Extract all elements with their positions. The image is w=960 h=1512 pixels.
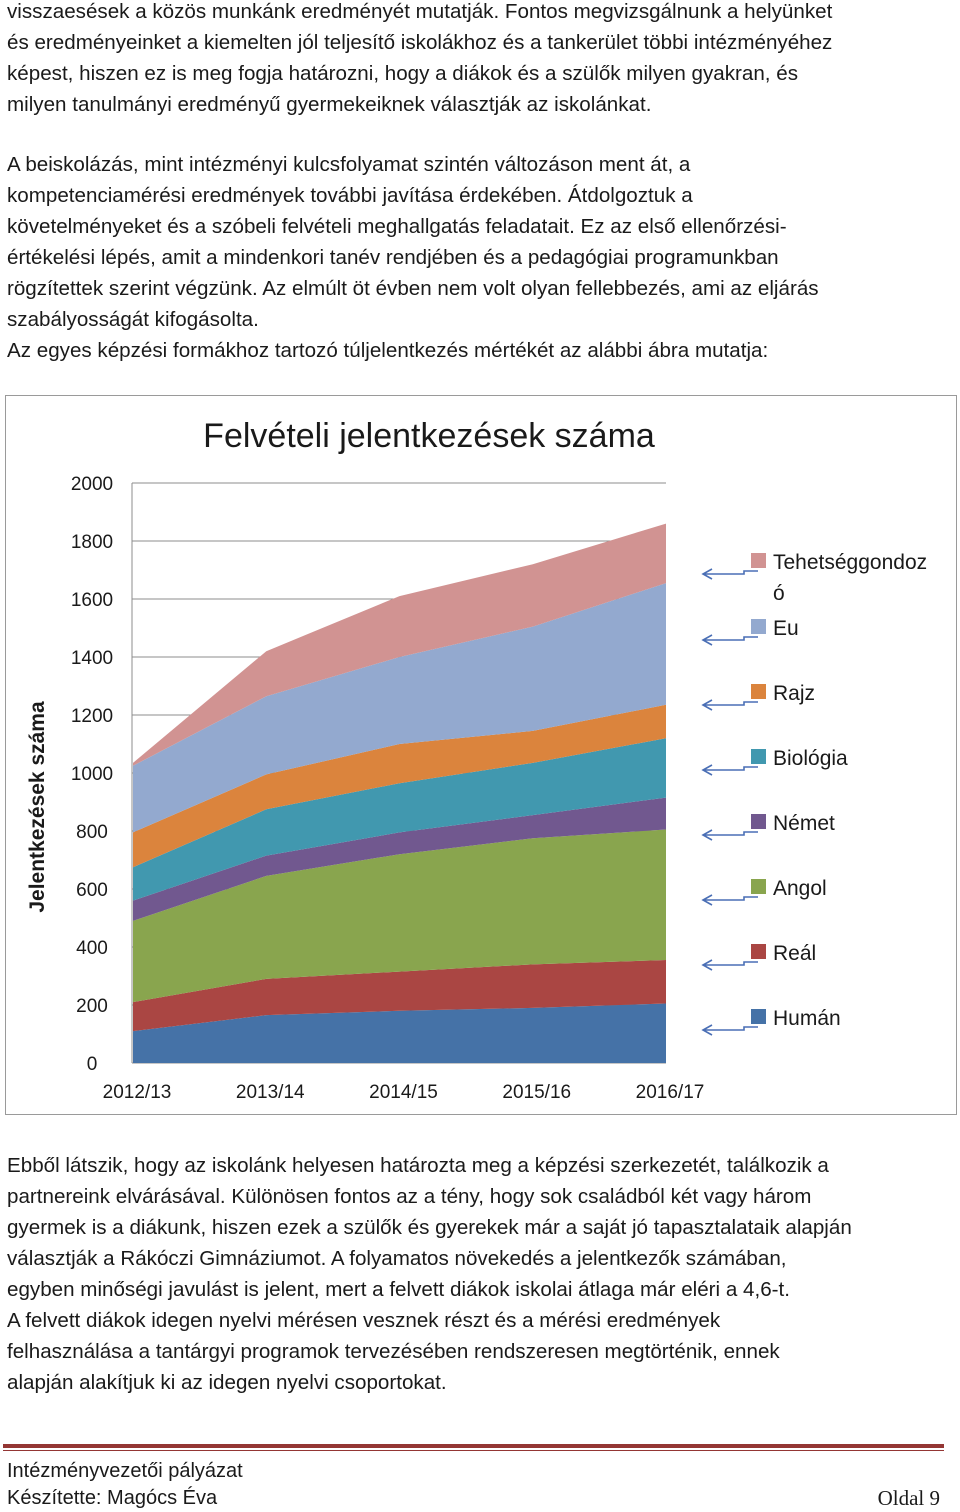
text-line: követelményeket és a szóbeli felvételi m… xyxy=(7,215,787,238)
legend-swatch-reál xyxy=(751,944,766,959)
chart-title: Felvételi jelentkezések száma xyxy=(203,417,655,455)
area-német xyxy=(133,797,666,921)
text-line: milyen tanulmányi eredményű gyermekeikne… xyxy=(7,93,652,116)
text-line: rögzítettek szerint végzünk. Az elmúlt ö… xyxy=(7,277,819,300)
legend-swatch-biológia xyxy=(751,749,766,764)
legend-label: ó xyxy=(773,582,785,605)
footer-page-number: Oldal 9 xyxy=(877,1486,940,1510)
area-tehetséggondozó xyxy=(133,523,666,766)
text-line: értékelési lépés, amit a mindenkori tané… xyxy=(7,246,779,269)
text-line: A beiskolázás, mint intézményi kulcsfoly… xyxy=(7,153,691,176)
y-tick-label: 1600 xyxy=(71,590,113,611)
text-line: és eredményeinket a kiemelten jól teljes… xyxy=(7,31,833,54)
text-line: alapján alakítjuk ki az idegen nyelvi cs… xyxy=(7,1371,447,1394)
text-line: partnereink elvárásával. Különösen fonto… xyxy=(7,1185,812,1208)
text-line: képest, hiszen ez is meg fogja határozni… xyxy=(7,62,798,85)
legend-label: Reál xyxy=(773,942,816,965)
legend-swatch-humán xyxy=(751,1009,766,1024)
footer-title: Intézményvezetői pályázat xyxy=(7,1460,243,1482)
x-tick-label: 2015/16 xyxy=(502,1082,571,1103)
text-line: választják a Rákóczi Gimnáziumot. A foly… xyxy=(7,1247,787,1270)
chart-frame: 0 200 400 600 800 1000 1200 1400 1600 1800 2000 201… xyxy=(5,395,957,1115)
legend-arrow-icon xyxy=(701,699,758,711)
area-humán xyxy=(133,1003,666,1063)
text-line: gyermek is a diákunk, hiszen ezek a szül… xyxy=(7,1216,852,1239)
footer-rule-thin xyxy=(3,1450,944,1451)
legend-arrow-icon xyxy=(701,959,758,971)
legend-arrow-icon xyxy=(701,764,758,776)
text-line: visszaesések a közös munkánk eredményét … xyxy=(7,0,833,23)
legend-arrow-icon xyxy=(701,829,758,841)
legend-label: Angol xyxy=(773,877,827,900)
legend-label: Biológia xyxy=(773,747,848,770)
text-line: felhasználása a tantárgyi programok terv… xyxy=(7,1340,780,1363)
conclusion-paragraph: Ebből látszik, hogy az iskolánk helyesen… xyxy=(7,1150,955,1398)
y-tick-label: 0 xyxy=(87,1054,98,1075)
footer-rule xyxy=(3,1444,944,1448)
x-tick-label: 2013/14 xyxy=(236,1082,305,1103)
text-line: Ebből látszik, hogy az iskolánk helyesen… xyxy=(7,1154,829,1177)
legend-arrow-icon xyxy=(701,1024,758,1036)
legend-swatch-rajz xyxy=(751,684,766,699)
area-biológia xyxy=(133,738,666,901)
footer-author: Készítette: Magócs Éva xyxy=(7,1487,218,1509)
legend-arrow-icon xyxy=(701,634,758,646)
y-tick-label: 1000 xyxy=(71,764,113,785)
legend-swatch-tehetséggondozó xyxy=(751,553,766,568)
x-tick-label: 2012/13 xyxy=(103,1082,172,1103)
y-tick-label: 2000 xyxy=(71,474,113,495)
y-tick-label: 600 xyxy=(76,880,108,901)
legend-swatch-német xyxy=(751,814,766,829)
y-tick-label: 200 xyxy=(76,996,108,1017)
y-tick-label: 1800 xyxy=(71,532,113,553)
area-rajz xyxy=(133,704,666,868)
y-tick-label: 1200 xyxy=(71,706,113,727)
legend-arrow-icon xyxy=(701,568,758,580)
legend-label: Tehetséggondoz xyxy=(773,551,927,574)
text-line: szabályosságát kifogásolta. xyxy=(7,308,259,331)
area-angol xyxy=(133,829,666,1003)
enrollment-paragraph: A beiskolázás, mint intézményi kulcsfoly… xyxy=(7,149,955,366)
enrollment-area-chart: 0 200 400 600 800 1000 1200 1400 1600 1800 2000 201… xyxy=(26,417,927,1103)
x-tick-label: 2014/15 xyxy=(369,1082,438,1103)
text-line: kompetenciamérési eredmények további jav… xyxy=(7,184,693,207)
legend-label: Humán xyxy=(773,1007,841,1030)
legend-arrow-icon xyxy=(701,894,758,906)
y-tick-label: 400 xyxy=(76,938,108,959)
legend-label: Rajz xyxy=(773,682,815,705)
legend-swatch-eu xyxy=(751,619,766,634)
y-tick-label: 1400 xyxy=(71,648,113,669)
area-eu xyxy=(133,583,666,833)
text-line: egyben minőségi javulást is jelent, mert… xyxy=(7,1278,790,1301)
x-tick-label: 2016/17 xyxy=(636,1082,705,1103)
legend-label: Német xyxy=(773,812,835,835)
area-reál xyxy=(133,960,666,1032)
intro-paragraph: visszaesések a közös munkánk eredményét … xyxy=(7,0,955,120)
y-axis-title: Jelentkezések száma xyxy=(26,701,49,913)
legend-label: Eu xyxy=(773,617,799,640)
y-tick-label: 800 xyxy=(76,822,108,843)
text-line: A felvett diákok idegen nyelvi mérésen v… xyxy=(7,1309,721,1332)
text-line: Az egyes képzési formákhoz tartozó túlje… xyxy=(7,339,769,362)
legend-swatch-angol xyxy=(751,879,766,894)
